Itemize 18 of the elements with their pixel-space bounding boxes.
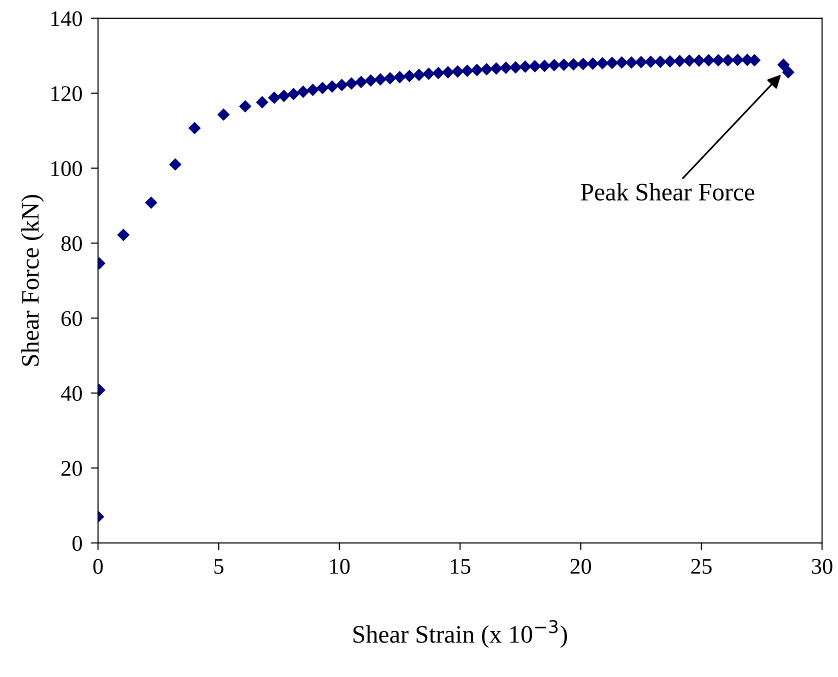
x-tick-label: 10 [330, 558, 350, 574]
x-tick-label: 0 [93, 558, 103, 574]
y-tick-label: 20 [62, 460, 82, 476]
x-tick-label: 25 [691, 558, 712, 574]
y-tick-label: 80 [61, 236, 82, 252]
x-axis-title: Shear Strain (x 10$^{−3}$) [353, 620, 567, 648]
x-tick-label: 15 [450, 558, 470, 574]
y-tick-label: 100 [51, 161, 82, 176]
y-tick-label: 120 [51, 86, 82, 102]
annotation: Peak Shear Force [580, 182, 754, 201]
x-tick-label: 20 [570, 558, 591, 574]
y-tick-label: 140 [51, 11, 82, 26]
y-tick-label: 0 [72, 536, 82, 551]
x-tick-label: 30 [812, 558, 832, 574]
y-tick-label: 60 [62, 311, 82, 326]
x-tick-label: 5 [214, 559, 224, 574]
y-tick-label: 40 [60, 386, 82, 401]
y-axis-title: Shear Force (kN) [21, 194, 44, 366]
